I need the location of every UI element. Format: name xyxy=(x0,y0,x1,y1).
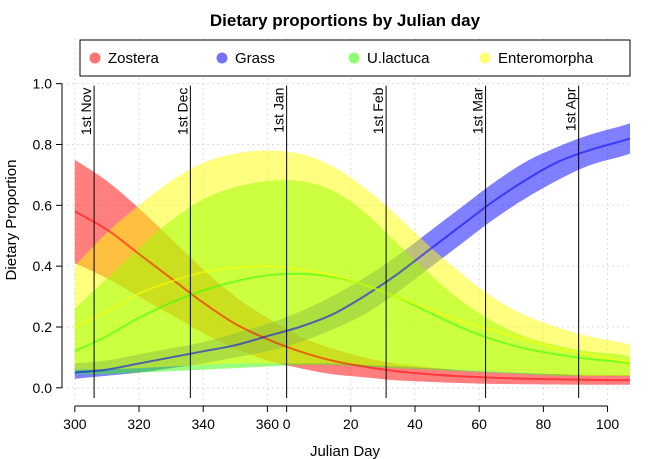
legend-label: Grass xyxy=(235,50,275,67)
band-grass xyxy=(74,123,630,379)
band-enteromorpha xyxy=(74,150,630,376)
y-axis-label: Dietary Proportion xyxy=(3,160,20,281)
month-label: 1st Nov xyxy=(78,88,94,135)
band-group xyxy=(74,123,630,385)
mean-line-zostera xyxy=(74,210,630,382)
y-tick-label: 0.6 xyxy=(33,197,53,213)
legend-marker xyxy=(89,52,101,64)
x-tick-label: 0 xyxy=(283,416,291,432)
plot-area: 1st Nov 1st Dec 1st Jan 1st Feb 1st Mar 1st A… xyxy=(33,38,631,432)
y-tick-label: 1.0 xyxy=(33,76,53,92)
x-axis-label: Julian Day xyxy=(310,443,381,459)
legend-marker xyxy=(216,52,228,64)
x-tick-label: 340 xyxy=(192,416,216,432)
mean-line-enteromorpha xyxy=(74,265,630,363)
y-tick-label: 0.2 xyxy=(33,319,53,335)
month-label: 1st Mar xyxy=(470,87,486,134)
x-tick-label: 100 xyxy=(596,416,620,432)
chart-title: Dietary proportions by Julian day xyxy=(210,11,481,30)
month-label: 1st Dec xyxy=(174,88,190,135)
legend-label: U.lactuca xyxy=(367,50,430,67)
y-tick-label: 0.4 xyxy=(33,258,53,274)
x-tick-label: 300 xyxy=(63,416,87,432)
x-tick-label: 20 xyxy=(343,416,359,432)
x-tick-label: 80 xyxy=(536,416,552,432)
x-tick-label: 60 xyxy=(471,416,487,432)
legend-marker xyxy=(479,52,491,64)
y-tick-label: 0.8 xyxy=(33,136,53,152)
mean-line-grass xyxy=(74,137,630,374)
y-tick-label: 0.0 xyxy=(33,380,53,396)
legend-label: Zostera xyxy=(108,50,160,67)
x-tick-label: 40 xyxy=(407,416,423,432)
month-label: 1st Feb xyxy=(370,87,386,134)
legend-marker xyxy=(348,52,360,64)
x-tick-label: 320 xyxy=(127,416,151,432)
month-label: 1st Jan xyxy=(271,88,287,133)
month-label: 1st Apr xyxy=(563,87,579,131)
x-tick-label: 360 xyxy=(256,416,280,432)
legend-label: Enteromorpha xyxy=(498,50,594,67)
